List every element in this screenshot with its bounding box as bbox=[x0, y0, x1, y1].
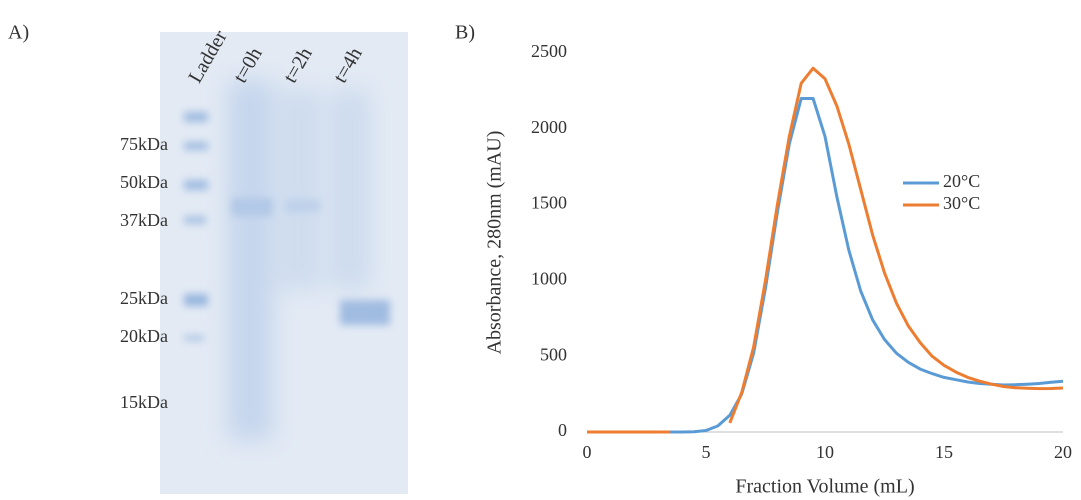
x-axis-label: Fraction Volume (mL) bbox=[735, 476, 914, 498]
y-tick-label: 1500 bbox=[531, 193, 567, 213]
marker-label: 15kDa bbox=[120, 392, 168, 412]
x-tick-label: 0 bbox=[583, 442, 592, 462]
marker-label: 25kDa bbox=[120, 288, 168, 308]
y-axis-label: Absorbance, 280nm (mAU) bbox=[484, 131, 506, 355]
marker-label: 50kDa bbox=[120, 172, 168, 192]
x-tick-label: 20 bbox=[1054, 442, 1072, 462]
legend-label: 20°C bbox=[943, 171, 980, 191]
y-tick-label: 2000 bbox=[531, 117, 567, 137]
y-tick-label: 2500 bbox=[531, 41, 567, 61]
panel-label: A) bbox=[8, 22, 29, 44]
line bbox=[587, 66, 1064, 434]
legend-label: 30°C bbox=[943, 193, 980, 213]
y-tick-label: 1000 bbox=[531, 269, 567, 289]
panel-label: B) bbox=[455, 22, 475, 44]
x-tick-label: 5 bbox=[702, 442, 711, 462]
gel bbox=[160, 32, 408, 494]
x-tick-label: 10 bbox=[816, 442, 834, 462]
marker-label: 20kDa bbox=[120, 326, 168, 346]
line bbox=[587, 97, 1064, 434]
marker-label: 37kDa bbox=[120, 210, 168, 230]
y-tick-label: 0 bbox=[558, 420, 567, 440]
x-tick-label: 15 bbox=[935, 442, 953, 462]
marker-label: 75kDa bbox=[120, 134, 168, 154]
gel-bands bbox=[184, 112, 390, 341]
gel-smear bbox=[228, 80, 370, 440]
y-tick-label: 500 bbox=[540, 344, 567, 364]
